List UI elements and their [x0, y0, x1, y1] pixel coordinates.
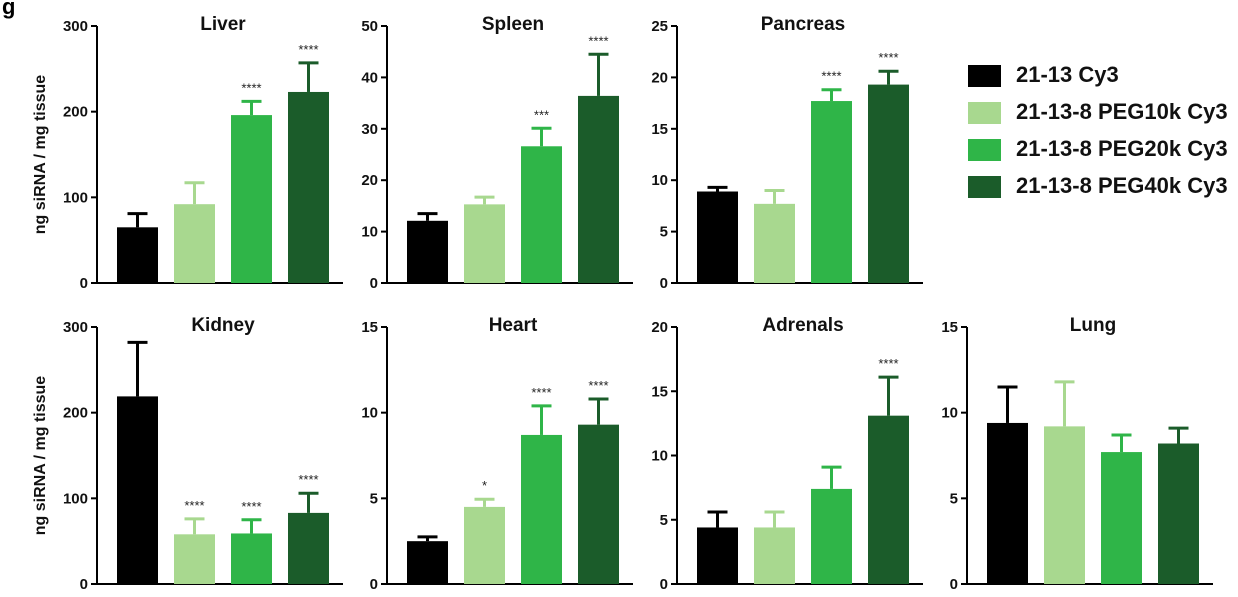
legend-label: 21-13-8 PEG10k Cy3 [1016, 99, 1228, 124]
bar [521, 434, 562, 584]
significance-marker: **** [241, 499, 261, 514]
significance-marker: **** [298, 42, 318, 57]
bar [521, 146, 562, 283]
y-tick-label: 100 [63, 189, 88, 206]
significance-marker: * [482, 478, 487, 493]
bar [174, 534, 215, 584]
bar [578, 424, 619, 584]
bar [117, 227, 158, 283]
significance-marker: **** [878, 356, 898, 371]
y-tick-label: 200 [63, 405, 88, 422]
y-tick-label: 15 [941, 319, 958, 336]
bar [987, 422, 1028, 584]
y-tick-label: 5 [950, 490, 958, 507]
bar [754, 527, 795, 584]
panel-label: g [2, 0, 16, 19]
chart-title: Spleen [482, 14, 544, 35]
bar [464, 506, 505, 584]
legend-swatch [968, 139, 1001, 161]
significance-marker: **** [184, 498, 204, 513]
y-tick-label: 25 [651, 18, 668, 35]
bar [868, 84, 909, 283]
bar [231, 533, 272, 584]
significance-marker: **** [588, 33, 608, 48]
bar [407, 541, 448, 584]
y-tick-label: 0 [80, 576, 88, 592]
chart-title: Kidney [191, 315, 255, 336]
bar [174, 204, 215, 283]
y-tick-label: 0 [950, 576, 958, 592]
bar [1101, 452, 1142, 584]
bar [288, 91, 329, 283]
bar [697, 191, 738, 283]
bar [811, 488, 852, 584]
significance-marker: *** [534, 107, 549, 122]
bar [754, 203, 795, 283]
bar [1158, 443, 1199, 584]
bar [868, 415, 909, 584]
significance-marker: **** [241, 80, 261, 95]
y-tick-label: 300 [63, 319, 88, 336]
chart-title: Lung [1070, 315, 1116, 336]
chart-title: Pancreas [761, 14, 846, 35]
bar [464, 204, 505, 283]
y-tick-label: 0 [660, 275, 668, 292]
y-tick-label: 40 [361, 69, 378, 86]
y-tick-label: 5 [370, 490, 378, 507]
y-tick-label: 10 [651, 172, 668, 189]
chart-title: Liver [200, 14, 246, 35]
bar [117, 396, 158, 584]
y-tick-label: 30 [361, 121, 378, 138]
y-tick-label: 50 [361, 18, 378, 35]
legend-swatch [968, 176, 1001, 198]
bar [1044, 426, 1085, 584]
significance-marker: **** [298, 472, 318, 487]
legend-label: 21-13-8 PEG20k Cy3 [1016, 136, 1228, 161]
y-axis-label: ng siRNA / mg tissue [32, 376, 49, 536]
significance-marker: **** [588, 378, 608, 393]
y-tick-label: 15 [651, 121, 668, 138]
y-tick-label: 5 [660, 512, 668, 529]
y-tick-label: 20 [651, 69, 668, 86]
bar [231, 115, 272, 284]
y-tick-label: 0 [80, 275, 88, 292]
y-axis-label: ng siRNA / mg tissue [32, 75, 49, 235]
y-tick-label: 10 [651, 448, 668, 465]
y-tick-label: 100 [63, 490, 88, 507]
significance-marker: **** [878, 50, 898, 65]
bar [288, 512, 329, 584]
chart-title: Adrenals [762, 315, 843, 336]
y-tick-label: 0 [660, 576, 668, 592]
y-tick-label: 0 [370, 275, 378, 292]
legend-label: 21-13-8 PEG40k Cy3 [1016, 173, 1228, 198]
legend-swatch [968, 102, 1001, 124]
y-tick-label: 10 [361, 405, 378, 422]
y-tick-label: 5 [660, 224, 668, 241]
y-tick-label: 20 [361, 172, 378, 189]
y-tick-label: 10 [361, 224, 378, 241]
significance-marker: **** [531, 385, 551, 400]
y-tick-label: 10 [941, 405, 958, 422]
y-tick-label: 300 [63, 18, 88, 35]
y-tick-label: 15 [361, 319, 378, 336]
bar [407, 220, 448, 283]
y-tick-label: 200 [63, 104, 88, 121]
y-tick-label: 0 [370, 576, 378, 592]
chart-title: Heart [489, 315, 538, 336]
bar [578, 95, 619, 284]
significance-marker: **** [821, 69, 841, 84]
legend-label: 21-13 Cy3 [1016, 62, 1119, 87]
legend-swatch [968, 65, 1001, 87]
y-tick-label: 20 [651, 319, 668, 336]
bar [811, 101, 852, 283]
y-tick-label: 15 [651, 383, 668, 400]
bar [697, 527, 738, 584]
